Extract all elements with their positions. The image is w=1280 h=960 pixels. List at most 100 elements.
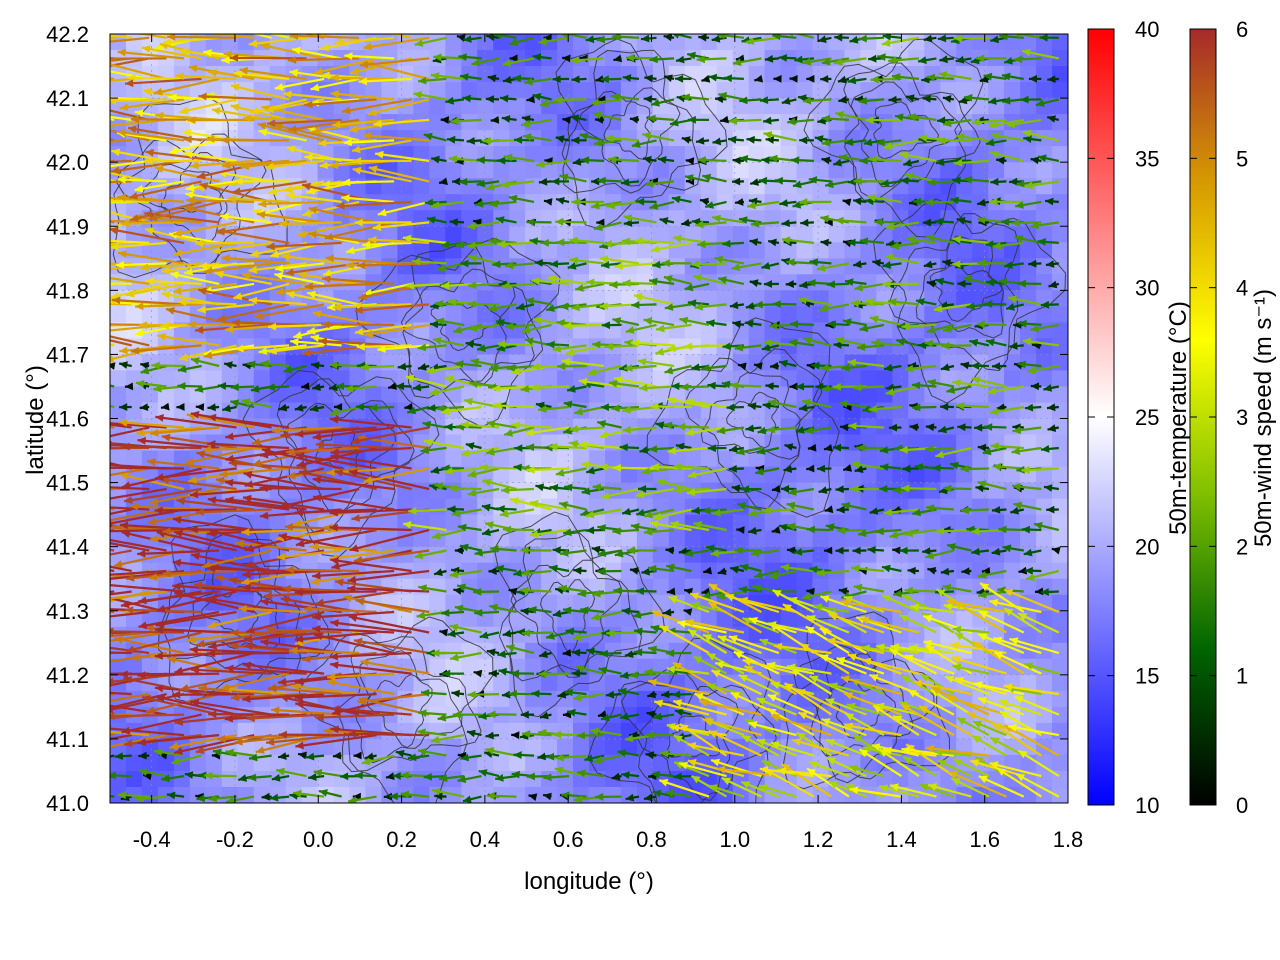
field-cell	[876, 242, 893, 259]
field-cell	[557, 242, 574, 259]
field-cell	[748, 354, 766, 371]
field-cell	[956, 354, 973, 371]
field-cell	[381, 754, 398, 772]
field-cell	[700, 610, 718, 628]
field-cell	[461, 354, 478, 371]
field-cell	[620, 610, 638, 628]
field-cell	[205, 370, 223, 387]
field-cell	[1036, 418, 1053, 436]
field-cell	[828, 290, 846, 307]
field-cell	[1020, 162, 1037, 179]
wind-vector	[110, 241, 132, 246]
field-cell	[493, 290, 510, 307]
field-cell	[940, 162, 957, 179]
field-cell	[557, 594, 574, 612]
field-cell	[732, 162, 750, 179]
field-cell	[589, 594, 606, 612]
field-cell	[828, 162, 846, 179]
wind-vector	[114, 752, 132, 760]
field-cell	[1036, 82, 1053, 99]
field-cell	[317, 114, 335, 131]
field-cell	[349, 771, 367, 788]
field-cell	[748, 114, 766, 131]
contour-line	[843, 62, 981, 201]
wind-vector	[110, 77, 115, 80]
field-cell	[1052, 674, 1068, 692]
field-cell	[429, 658, 446, 676]
contour-line	[726, 391, 779, 449]
field-cell	[269, 386, 287, 404]
field-cell	[812, 98, 830, 115]
field-cell	[605, 50, 622, 67]
field-cell	[381, 226, 398, 243]
field-cell	[1052, 610, 1068, 628]
field-cell	[892, 514, 909, 532]
field-cell	[285, 754, 303, 772]
field-cell	[892, 402, 909, 420]
field-cell	[652, 450, 670, 468]
field-cell	[1004, 530, 1021, 548]
field-cell	[1020, 514, 1037, 532]
wind-vector	[110, 508, 132, 515]
field-cell	[1020, 450, 1037, 468]
field-cell	[525, 242, 542, 259]
wind-vector	[110, 115, 132, 121]
field-cell	[461, 162, 478, 179]
wind-vector	[110, 691, 132, 696]
field-cell	[349, 738, 367, 756]
contour-line	[555, 38, 728, 230]
field-cell	[956, 306, 973, 323]
contour-line	[646, 317, 840, 518]
field-cell	[477, 450, 494, 468]
field-cell	[1004, 162, 1021, 179]
wind-vector	[110, 467, 150, 477]
field-cell	[461, 402, 478, 420]
field-cell	[860, 562, 877, 580]
field-cell	[684, 98, 702, 115]
field-cell	[461, 594, 478, 612]
field-cell	[301, 162, 319, 179]
wind-vector	[110, 77, 132, 83]
wind-vector	[110, 323, 150, 326]
field-cell	[812, 546, 830, 564]
field-cell	[541, 690, 558, 708]
field-cell	[636, 338, 654, 355]
field-cell	[924, 402, 941, 420]
field-cell	[972, 498, 989, 516]
field-cell	[573, 594, 590, 612]
field-cell	[716, 450, 734, 468]
field-cell	[700, 178, 718, 195]
field-cell	[876, 146, 893, 163]
field-cell	[525, 754, 542, 772]
wind-vector	[110, 241, 167, 251]
field-cell	[780, 370, 798, 387]
field-cell	[381, 738, 398, 756]
field-cell	[509, 402, 526, 420]
field-cell	[461, 546, 478, 564]
field-cell	[1052, 98, 1068, 115]
field-cell	[716, 114, 734, 131]
field-cell	[956, 178, 973, 195]
field-cell	[557, 642, 574, 660]
field-cell	[668, 50, 686, 67]
wind-vector	[110, 794, 115, 798]
field-cell	[700, 322, 718, 339]
field-cell	[844, 626, 862, 644]
field-cell	[605, 530, 622, 548]
field-cell	[573, 514, 590, 532]
field-cell	[988, 450, 1005, 468]
field-cell	[812, 787, 830, 803]
field-cell	[589, 354, 606, 371]
wind-vector	[110, 96, 150, 101]
field-cell	[732, 82, 750, 99]
field-cell	[1036, 530, 1053, 548]
field-cell	[605, 722, 622, 740]
wind-vector	[110, 541, 150, 552]
wind-vectors	[110, 34, 1061, 803]
field-cell	[493, 82, 510, 99]
field-cell	[908, 274, 925, 291]
field-cell	[828, 578, 846, 596]
field-cell	[413, 530, 430, 548]
wind-vector	[110, 608, 132, 614]
field-cell	[381, 242, 398, 259]
